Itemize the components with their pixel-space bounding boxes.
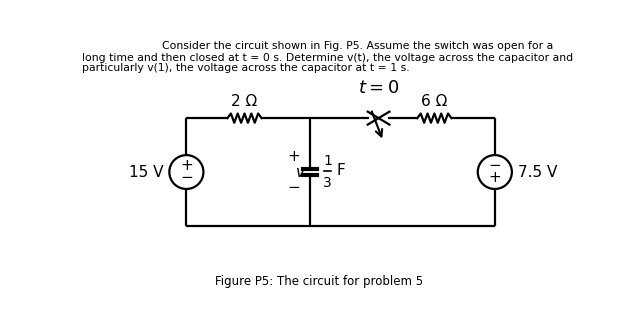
Text: −: − (180, 170, 193, 185)
Text: −: − (488, 158, 501, 173)
Text: v: v (296, 165, 305, 180)
Text: +: + (287, 149, 300, 164)
Text: 15 V: 15 V (128, 165, 163, 180)
Text: 1: 1 (323, 154, 332, 168)
Text: 3: 3 (323, 176, 332, 190)
Text: 6 Ω: 6 Ω (421, 94, 447, 109)
Text: Consider the circuit shown in Fig. P5. Assume the switch was open for a: Consider the circuit shown in Fig. P5. A… (163, 41, 554, 51)
Text: Figure P5: The circuit for problem 5: Figure P5: The circuit for problem 5 (215, 275, 423, 287)
Text: −: − (287, 180, 300, 195)
Text: +: + (488, 170, 501, 185)
Text: 2 Ω: 2 Ω (231, 94, 258, 109)
Text: F: F (336, 163, 346, 178)
Text: particularly v(1), the voltage across the capacitor at t = 1 s.: particularly v(1), the voltage across th… (82, 63, 409, 73)
Text: long time and then closed at t = 0 s. Determine v(t), the voltage across the cap: long time and then closed at t = 0 s. De… (82, 53, 573, 63)
Text: 7.5 V: 7.5 V (518, 165, 558, 180)
Text: $t = 0$: $t = 0$ (358, 79, 399, 97)
Text: +: + (180, 158, 193, 173)
